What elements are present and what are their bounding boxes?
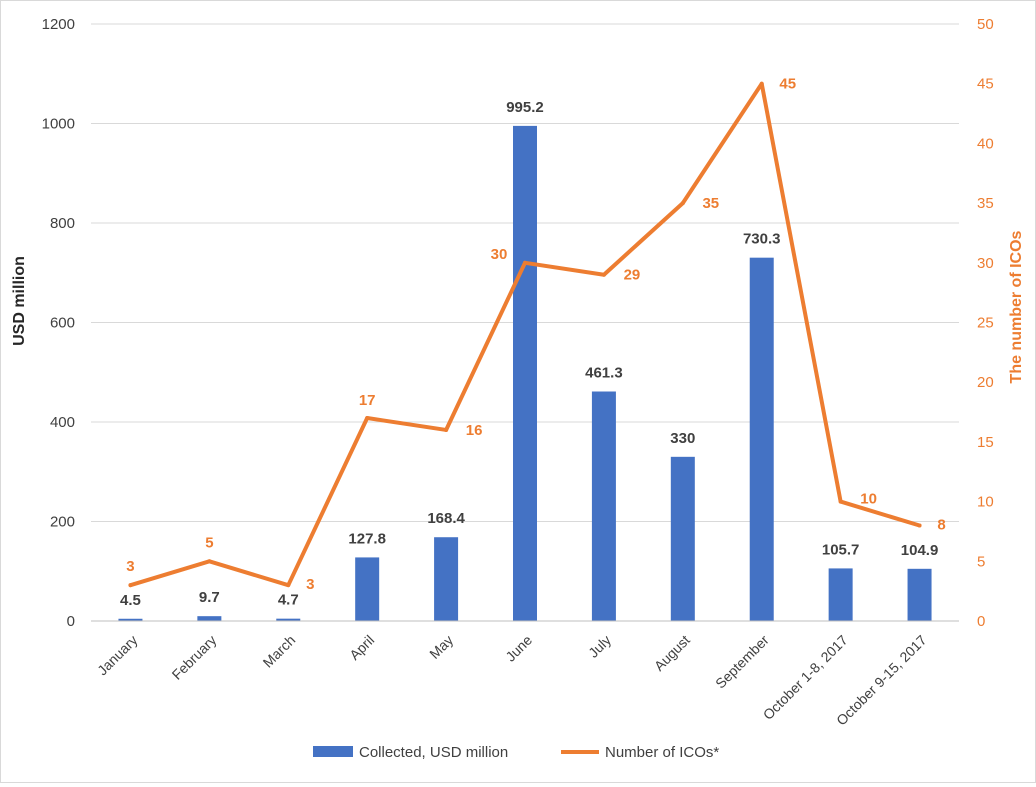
y2-tick-label: 25 bbox=[977, 315, 994, 332]
bar-data-label: 995.2 bbox=[506, 99, 544, 116]
bar-data-label: 461.3 bbox=[585, 365, 623, 382]
x-tick-label: May bbox=[426, 632, 456, 662]
line-point bbox=[286, 583, 291, 588]
bar-data-label: 127.8 bbox=[348, 530, 386, 547]
line-point bbox=[759, 81, 764, 86]
y2-tick-label: 45 bbox=[977, 76, 994, 93]
bar-data-label: 730.3 bbox=[743, 231, 781, 248]
line-point bbox=[365, 416, 370, 421]
bar-data-label: 4.7 bbox=[278, 592, 299, 609]
bar-data-label: 4.5 bbox=[120, 592, 141, 609]
line-data-label: 3 bbox=[126, 558, 134, 575]
bar-data-label: 330 bbox=[670, 430, 695, 447]
bar bbox=[670, 456, 695, 621]
bar-data-label: 104.9 bbox=[901, 542, 939, 559]
bar bbox=[197, 616, 222, 621]
line-data-label: 16 bbox=[466, 422, 483, 439]
bar bbox=[749, 257, 774, 621]
bar bbox=[276, 618, 301, 621]
line-point bbox=[128, 583, 133, 588]
line-data-label: 3 bbox=[306, 576, 314, 593]
y2-tick-label: 15 bbox=[977, 434, 994, 451]
bar-data-label: 105.7 bbox=[822, 541, 860, 558]
bar bbox=[828, 568, 853, 621]
y-tick-label: 800 bbox=[50, 215, 75, 232]
bar bbox=[907, 568, 932, 621]
y-tick-label: 1000 bbox=[42, 116, 75, 133]
bar bbox=[355, 557, 380, 621]
y2-tick-label: 0 bbox=[977, 613, 985, 630]
y2-axis-title: The number of ICOs bbox=[1008, 230, 1025, 383]
x-tick-label: October 1-8, 2017 bbox=[760, 632, 851, 723]
data-labels: 4.5 9.7 4.7127.8168.4995.2461.3330730.3105… bbox=[120, 76, 946, 609]
y-tick-label: 400 bbox=[50, 414, 75, 431]
y-tick-label: 0 bbox=[67, 613, 75, 630]
line-data-label: 10 bbox=[860, 491, 877, 508]
y2-tick-label: 50 bbox=[977, 16, 994, 33]
bar bbox=[118, 618, 143, 621]
x-tick-label: April bbox=[346, 632, 377, 663]
line-point bbox=[523, 260, 527, 265]
x-tick-label: February bbox=[169, 632, 220, 683]
line-data-label: 8 bbox=[937, 516, 945, 533]
y2-tick-label: 35 bbox=[977, 195, 994, 212]
bar-series bbox=[118, 125, 932, 621]
legend-swatch-bar bbox=[313, 746, 353, 757]
y2-tick-label: 5 bbox=[977, 553, 985, 570]
line-series bbox=[128, 81, 922, 588]
line-data-label: 17 bbox=[359, 392, 376, 409]
y-tick-label: 200 bbox=[50, 514, 75, 531]
y2-tick-label: 20 bbox=[977, 374, 994, 391]
line-point bbox=[444, 427, 449, 432]
legend-label-bar: Collected, USD million bbox=[359, 744, 508, 761]
y2-tick-label: 40 bbox=[977, 135, 994, 152]
line-data-label: 35 bbox=[702, 195, 719, 212]
x-tick-label: January bbox=[94, 632, 141, 679]
bar bbox=[434, 537, 459, 621]
line-point bbox=[601, 272, 606, 277]
y-axis-title: USD million bbox=[11, 256, 28, 346]
line-point bbox=[207, 559, 212, 564]
x-tick-label: July bbox=[585, 632, 614, 661]
x-tick-label: September bbox=[712, 632, 772, 692]
bar-data-label: 168.4 bbox=[427, 510, 465, 527]
bar bbox=[513, 125, 537, 621]
y-tick-label: 1200 bbox=[42, 16, 75, 33]
bar-data-label: 9.7 bbox=[199, 589, 220, 606]
line-data-label: 45 bbox=[779, 76, 796, 93]
y-tick-label: 600 bbox=[50, 315, 75, 332]
x-tick-label: March bbox=[260, 632, 299, 671]
bar bbox=[591, 391, 616, 621]
x-tick-label: August bbox=[651, 632, 693, 674]
line-point bbox=[917, 523, 922, 528]
line-point bbox=[680, 201, 685, 206]
legend: Collected, USD million Number of ICOs* bbox=[313, 744, 719, 761]
legend-label-line: Number of ICOs* bbox=[605, 744, 719, 761]
x-tick-label: June bbox=[502, 632, 535, 665]
y2-tick-label: 30 bbox=[977, 255, 994, 272]
line-data-label: 29 bbox=[624, 267, 641, 284]
line-point bbox=[838, 499, 843, 504]
line-data-label: 30 bbox=[491, 246, 508, 263]
line-data-label: 5 bbox=[205, 534, 213, 551]
y2-tick-label: 10 bbox=[977, 494, 994, 511]
